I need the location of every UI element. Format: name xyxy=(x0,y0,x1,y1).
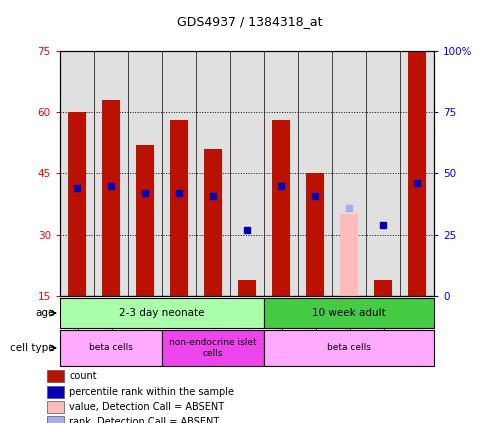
Bar xyxy=(264,298,434,328)
Bar xyxy=(264,330,434,366)
Text: 10 week adult: 10 week adult xyxy=(312,308,386,318)
Bar xyxy=(366,51,400,296)
Text: count: count xyxy=(69,371,97,381)
Bar xyxy=(47,401,63,413)
Bar xyxy=(196,51,230,296)
Text: 2-3 day neonate: 2-3 day neonate xyxy=(119,308,205,318)
Bar xyxy=(47,370,63,382)
Bar xyxy=(60,330,162,366)
Text: value, Detection Call = ABSENT: value, Detection Call = ABSENT xyxy=(69,402,225,412)
Text: non-endocrine islet
cells: non-endocrine islet cells xyxy=(169,338,257,357)
Text: beta cells: beta cells xyxy=(89,343,133,352)
Bar xyxy=(264,51,298,296)
Bar xyxy=(136,145,154,296)
Bar xyxy=(306,173,324,296)
Bar xyxy=(400,51,434,296)
Text: cell type: cell type xyxy=(10,343,55,353)
Bar xyxy=(204,149,223,296)
Bar xyxy=(94,51,128,296)
Bar xyxy=(47,416,63,423)
Bar xyxy=(271,120,290,296)
Text: beta cells: beta cells xyxy=(327,343,371,352)
Text: rank, Detection Call = ABSENT: rank, Detection Call = ABSENT xyxy=(69,418,220,423)
Bar xyxy=(230,51,264,296)
Bar xyxy=(162,51,196,296)
Bar xyxy=(60,298,264,328)
Bar xyxy=(298,51,332,296)
Bar xyxy=(170,120,188,296)
Bar xyxy=(374,280,392,296)
Bar xyxy=(340,214,358,296)
Text: GDS4937 / 1384318_at: GDS4937 / 1384318_at xyxy=(177,15,322,28)
Bar xyxy=(67,112,86,296)
Text: percentile rank within the sample: percentile rank within the sample xyxy=(69,387,235,397)
Bar xyxy=(162,330,264,366)
Bar xyxy=(128,51,162,296)
Bar xyxy=(332,51,366,296)
Bar xyxy=(47,386,63,398)
Text: age: age xyxy=(35,308,55,318)
Bar xyxy=(60,51,94,296)
Bar xyxy=(408,51,427,296)
Bar xyxy=(238,280,256,296)
Bar xyxy=(102,100,120,296)
